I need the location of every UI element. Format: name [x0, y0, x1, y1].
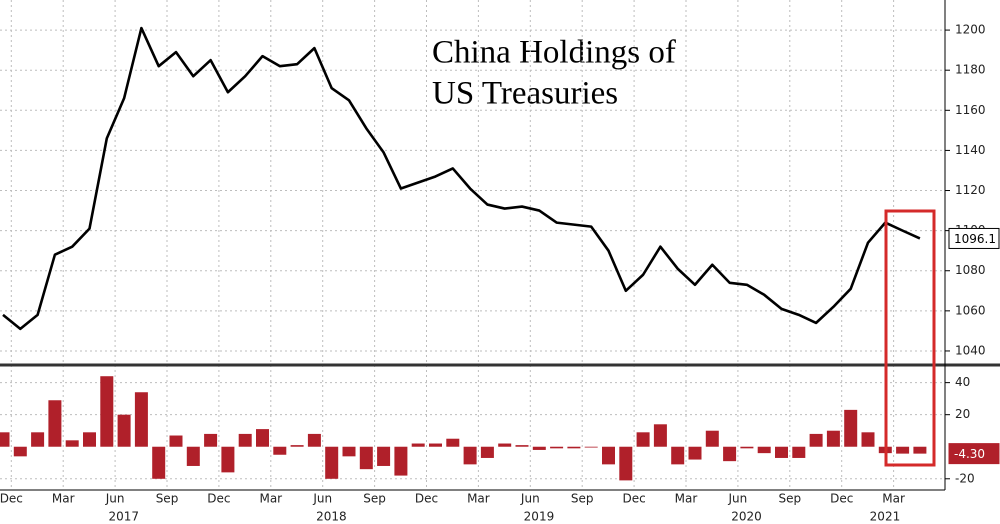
bar — [273, 446, 287, 455]
bar — [498, 443, 512, 447]
bar — [0, 432, 10, 447]
highlight-box — [884, 209, 936, 467]
y-tick-label: 20 — [955, 407, 970, 421]
x-tick-label: Jun — [312, 492, 332, 506]
bar — [48, 400, 62, 447]
bar — [532, 446, 546, 450]
bar — [31, 432, 45, 447]
bar — [705, 430, 719, 447]
bar — [152, 446, 166, 479]
bar — [844, 409, 858, 447]
x-tick-label: Sep — [156, 492, 179, 506]
bar — [861, 432, 875, 447]
bar — [394, 446, 408, 476]
x-tick-label: Dec — [622, 492, 645, 506]
year-label: 2020 — [731, 510, 762, 524]
y-tick-label: 1060 — [955, 303, 986, 317]
bar — [134, 392, 148, 447]
last-value-label: 1096.1 — [954, 232, 996, 246]
bar — [221, 446, 235, 473]
y-tick-label: 1200 — [955, 23, 986, 37]
x-tick-label: Sep — [571, 492, 594, 506]
y-tick-label: 1160 — [955, 103, 986, 117]
x-tick-label: Dec — [207, 492, 230, 506]
bar — [204, 433, 218, 447]
bar — [619, 446, 633, 481]
year-label: 2021 — [870, 510, 901, 524]
bar — [342, 446, 356, 457]
bar — [809, 433, 823, 447]
year-label: 2018 — [316, 510, 347, 524]
bar — [307, 433, 321, 447]
y-tick-label: -20 — [955, 471, 975, 485]
x-tick-label: Sep — [363, 492, 386, 506]
bar — [429, 443, 442, 447]
last-value-box — [948, 227, 1000, 249]
bar — [377, 446, 391, 466]
bar — [602, 446, 615, 465]
bar — [550, 446, 564, 449]
year-label: 2019 — [524, 510, 555, 524]
line-series — [2, 26, 921, 331]
bar — [515, 445, 529, 447]
bar — [723, 446, 737, 462]
bar — [896, 446, 910, 454]
x-tick-label: Jun — [728, 492, 748, 506]
bar — [567, 446, 581, 449]
x-tick-label: Dec — [830, 492, 853, 506]
bar — [83, 432, 96, 447]
bar — [740, 446, 754, 449]
chart-title: US Treasuries — [432, 76, 618, 112]
y-tick-label: 40 — [955, 375, 970, 389]
bar — [446, 438, 460, 447]
year-label: 2017 — [108, 510, 139, 524]
bar — [65, 440, 79, 447]
bar — [792, 446, 806, 458]
chart-title: China Holdings of — [432, 35, 676, 71]
bar — [325, 446, 339, 479]
x-tick-label: Mar — [467, 492, 490, 506]
x-tick-label: Jun — [105, 492, 125, 506]
x-tick-label: Jun — [520, 492, 540, 506]
bar — [463, 446, 477, 465]
bar — [826, 430, 840, 447]
bar — [584, 446, 598, 448]
x-tick-label: Dec — [415, 492, 438, 506]
x-tick-label: Dec — [0, 492, 23, 506]
bar — [411, 443, 425, 447]
x-tick-label: Mar — [52, 492, 75, 506]
bar — [359, 446, 373, 470]
bar — [775, 446, 788, 458]
y-tick-label: 1120 — [955, 183, 986, 197]
bar — [688, 446, 702, 460]
bar — [13, 446, 27, 457]
bar — [290, 445, 304, 447]
bar — [100, 376, 114, 447]
y-tick-label: 1080 — [955, 263, 986, 277]
bar — [117, 414, 131, 447]
x-tick-label: Mar — [882, 492, 905, 506]
bar — [169, 435, 183, 447]
bar — [480, 446, 494, 458]
bar — [256, 429, 269, 447]
bar — [671, 446, 685, 465]
bar — [913, 446, 927, 454]
bar — [653, 424, 667, 447]
x-tick-label: Mar — [259, 492, 282, 506]
bar — [636, 432, 650, 447]
y-tick-label: 1180 — [955, 63, 986, 77]
x-tick-label: Sep — [778, 492, 801, 506]
y-tick-label: 1140 — [955, 143, 986, 157]
x-tick-label: Mar — [675, 492, 698, 506]
bar — [238, 433, 252, 447]
bar — [186, 446, 200, 466]
bar — [757, 446, 771, 454]
last-value-box — [948, 443, 1000, 465]
last-value-label: -4.30 — [954, 447, 985, 461]
y-tick-label: 1040 — [955, 343, 986, 357]
